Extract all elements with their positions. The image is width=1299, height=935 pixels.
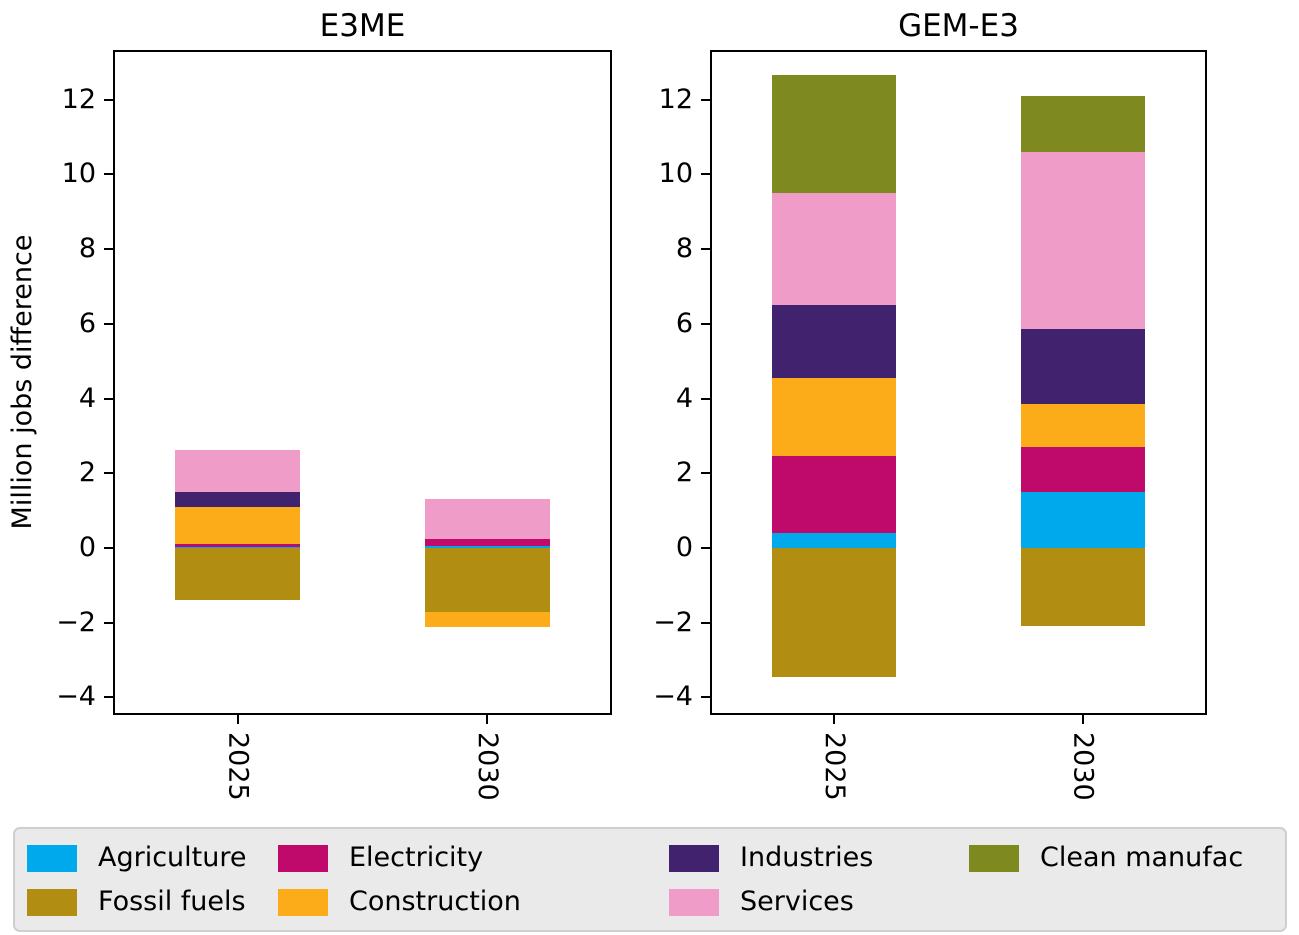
legend-label: Agriculture (98, 842, 247, 873)
legend-label: Services (740, 886, 854, 917)
legend-label: Fossil fuels (98, 886, 246, 917)
y-tick-mark (104, 696, 113, 699)
legend-box: Agriculture Electricity Industries Clean ma… (13, 827, 1287, 932)
bar-segment-agriculture-2030 (1020, 491, 1145, 548)
bar-segment-construction-2025 (772, 378, 897, 457)
panel-title-gem-e3: GEM-E3 (898, 8, 1019, 44)
x-tick-mark (833, 715, 836, 724)
y-tick-label: −2 (56, 606, 96, 638)
legend-item-fossil-fuels: Fossil fuels (27, 887, 246, 917)
legend-label: Industries (740, 842, 874, 873)
y-tick-label: 8 (78, 233, 96, 265)
x-tick-mark (1081, 715, 1084, 724)
bar-segment-construction-2030 (1020, 404, 1145, 448)
legend-item-construction: Construction (278, 887, 521, 917)
bar-segment-services-2025 (175, 450, 301, 492)
bar-segment-clean-manufac-2030 (1020, 95, 1145, 152)
legend-swatch (669, 844, 719, 872)
x-tick-label-2025: 2025 (222, 732, 254, 801)
legend-swatch (669, 888, 719, 916)
legend-label: Electricity (349, 842, 484, 873)
y-tick-mark (701, 696, 710, 699)
bar-segment-fossil-fuels-2025 (772, 548, 897, 677)
y-tick-mark (701, 98, 710, 101)
y-tick-mark (104, 621, 113, 624)
legend-swatch (969, 844, 1019, 872)
y-tick-mark (104, 547, 113, 549)
y-tick-mark (701, 173, 710, 176)
y-tick-mark (104, 98, 113, 101)
bar-segment-agriculture-2030 (424, 546, 550, 548)
y-tick-mark (104, 173, 113, 176)
bar-segment-electricity-2030 (1020, 447, 1145, 492)
legend-swatch (278, 888, 328, 916)
bar-segment-electricity-2025 (175, 543, 301, 547)
y-tick-mark (701, 397, 710, 400)
y-tick-mark (104, 322, 113, 325)
y-tick-mark (701, 472, 710, 475)
y-tick-mark (104, 397, 113, 400)
y-tick-label: 4 (78, 382, 96, 414)
y-tick-label: −4 (653, 681, 693, 713)
x-tick-label-2030: 2030 (1067, 732, 1099, 801)
x-tick-mark (236, 715, 239, 724)
legend-item-services: Services (669, 887, 854, 917)
bar-segment-services-2025 (772, 193, 897, 306)
y-tick-label: 2 (78, 457, 96, 489)
y-tick-label: −4 (56, 681, 96, 713)
bar-segment-electricity-2025 (772, 456, 897, 534)
y-tick-mark (701, 248, 710, 251)
bar-segment-construction-2025 (175, 506, 301, 544)
bar-segment-services-2030 (1020, 151, 1145, 330)
legend-swatch (27, 844, 77, 872)
y-tick-label: 0 (78, 532, 96, 563)
bar-segment-electricity-2030 (424, 538, 550, 547)
x-tick-label-2025: 2025 (818, 732, 850, 801)
bar-segment-clean-manufac-2025 (772, 75, 897, 194)
bar-segment-industries-2030 (1020, 329, 1145, 405)
y-tick-label: 12 (658, 83, 693, 115)
y-tick-mark (701, 547, 710, 549)
panel-title-e3me: E3ME (319, 8, 406, 44)
legend-label: Clean manufac (1040, 842, 1244, 873)
y-tick-label: 4 (675, 382, 693, 414)
legend-item-electricity: Electricity (278, 843, 483, 873)
y-tick-mark (104, 248, 113, 251)
y-tick-label: 2 (675, 457, 693, 489)
bar-segment-agriculture-2025 (175, 546, 301, 548)
bar-segment-fossil-fuels-2030 (1020, 548, 1145, 627)
y-tick-label: −2 (653, 606, 693, 638)
legend-swatch (278, 844, 328, 872)
y-tick-label: 6 (78, 307, 96, 339)
bar-segment-industries-2025 (772, 305, 897, 378)
y-tick-mark (701, 621, 710, 624)
x-tick-label-2030: 2030 (471, 732, 503, 801)
y-tick-label: 10 (658, 158, 693, 190)
y-tick-mark (701, 322, 710, 325)
bar-segment-construction-2030 (424, 611, 550, 628)
y-tick-mark (104, 472, 113, 475)
x-tick-mark (486, 715, 489, 724)
bar-segment-fossil-fuels-2030 (424, 548, 550, 612)
y-tick-label: 6 (675, 307, 693, 339)
axes-e3me (113, 50, 612, 715)
y-tick-label: 10 (61, 158, 96, 190)
legend-item-industries: Industries (669, 843, 873, 873)
y-tick-label: 0 (675, 532, 693, 563)
y-tick-label: 12 (61, 83, 96, 115)
legend-item-agriculture: Agriculture (27, 843, 247, 873)
bar-segment-services-2030 (424, 499, 550, 539)
axes-gem-e3 (710, 50, 1207, 715)
bar-segment-fossil-fuels-2025 (175, 548, 301, 601)
legend-item-clean-manufac: Clean manufac (969, 843, 1243, 873)
bar-segment-agriculture-2025 (772, 533, 897, 548)
legend-label: Construction (349, 886, 521, 917)
legend-swatch (27, 888, 77, 916)
y-tick-label: 8 (675, 233, 693, 265)
bar-segment-industries-2025 (175, 491, 301, 507)
